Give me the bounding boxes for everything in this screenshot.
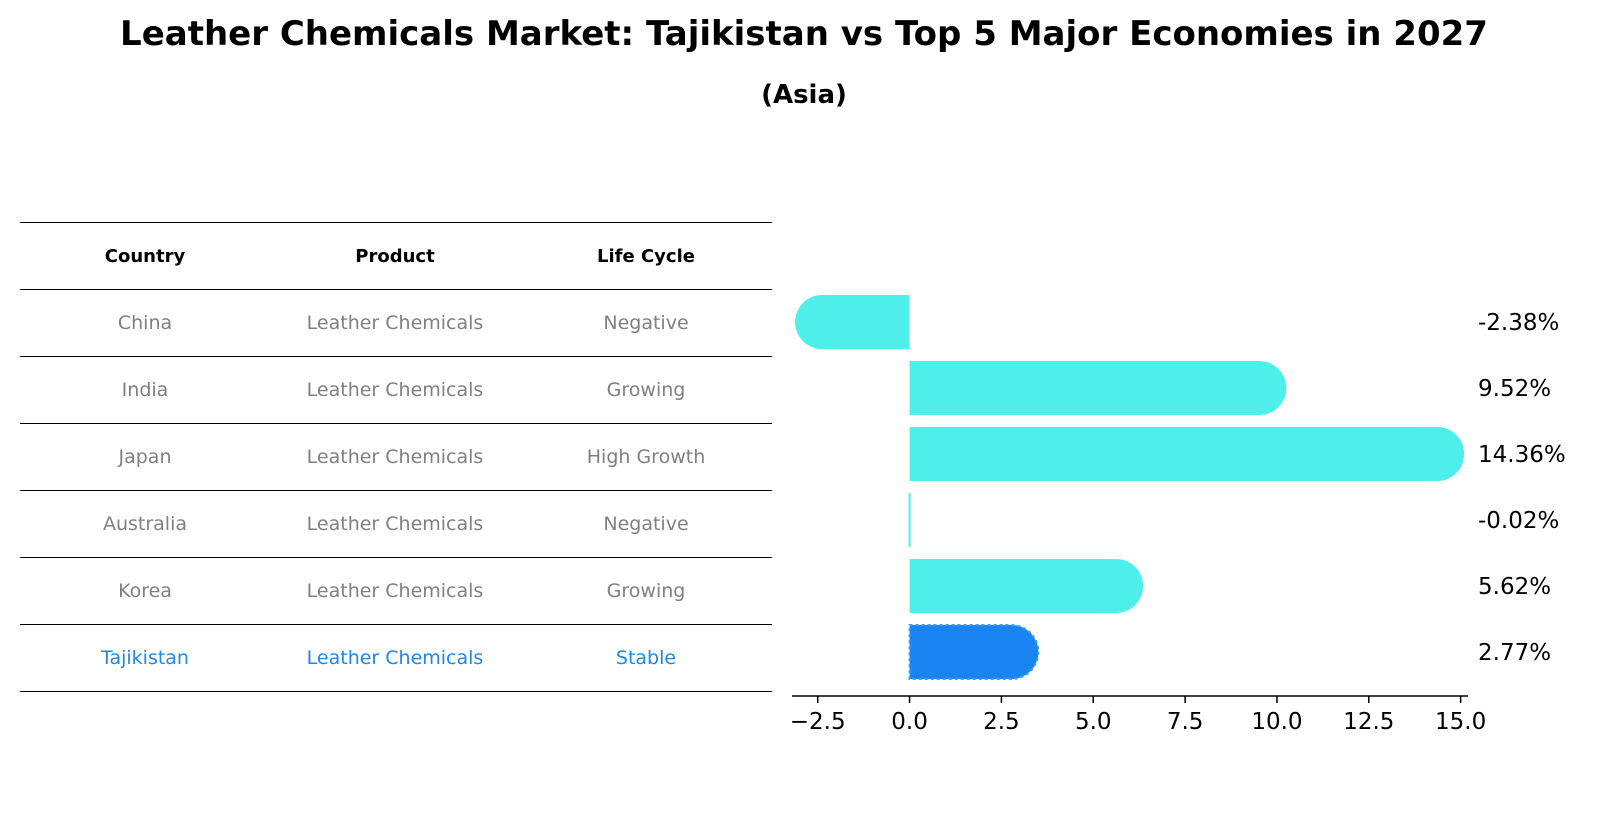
cell-country: Tajikistan [101,647,189,669]
x-tick-label: 7.5 [1167,709,1204,735]
x-tick-label: 5.0 [1075,709,1112,735]
cell-product: Leather Chemicals [306,513,484,535]
x-tick-label: 0.0 [891,709,928,735]
bar-value-label: 5.62% [1478,574,1551,600]
bar [908,493,911,547]
chart-subtitle: (Asia) [761,80,847,110]
bar-shape [909,559,1144,613]
bar-shape [795,295,910,349]
table-row: Korea Leather Chemicals Growing [20,557,772,624]
bar [795,295,910,349]
table-row: China Leather Chemicals Negative [20,289,772,356]
header-life-cycle: Life Cycle [597,245,695,267]
bar-value-label: 2.77% [1478,640,1551,666]
cell-product: Leather Chemicals [306,647,484,669]
table-row: Japan Leather Chemicals High Growth [20,423,772,490]
table-row: Australia Leather Chemicals Negative [20,490,772,557]
cell-country: China [117,312,173,334]
cell-life-cycle: Negative [603,312,689,334]
x-tick-label: 2.5 [983,709,1020,735]
cell-life-cycle: High Growth [586,446,706,468]
cell-life-cycle: Negative [603,513,689,535]
table-header-row: Country Product Life Cycle [20,222,772,289]
x-tick-label: 12.5 [1343,709,1394,735]
x-tick-label: 15.0 [1435,709,1486,735]
bar-value-label: 14.36% [1478,442,1566,468]
cell-country: Japan [118,446,172,468]
bar-shape [909,361,1287,415]
cell-product: Leather Chemicals [306,580,484,602]
bar [908,624,1040,680]
header-country: Country [104,245,186,267]
bar-shape [909,427,1465,482]
cell-country: India [121,379,169,401]
data-table: Country Product Life Cycle China Leather… [20,222,772,692]
cell-product: Leather Chemicals [306,379,484,401]
cell-life-cycle: Growing [606,379,686,401]
table-row: India Leather Chemicals Growing [20,356,772,423]
bar-shape [908,493,911,547]
bar-value-label: 9.52% [1478,376,1551,402]
x-tick-label: −2.5 [790,709,846,735]
cell-country: Korea [118,580,172,602]
bar-value-label: -0.02% [1478,508,1559,534]
x-tick-label: 10.0 [1251,709,1302,735]
cell-product: Leather Chemicals [306,312,484,334]
bar-value-label: -2.38% [1478,310,1559,336]
bar [909,361,1287,415]
cell-country: Australia [102,513,188,535]
cell-product: Leather Chemicals [306,446,484,468]
bar-highlight-shape [908,624,1040,680]
table-row-highlight: Tajikistan Leather Chemicals Stable [20,624,772,692]
cell-life-cycle: Growing [606,580,686,602]
bar [909,559,1144,613]
bar [909,427,1465,482]
cell-life-cycle: Stable [615,647,677,669]
chart-title: Leather Chemicals Market: Tajikistan vs … [120,14,1488,54]
header-product: Product [355,245,435,267]
